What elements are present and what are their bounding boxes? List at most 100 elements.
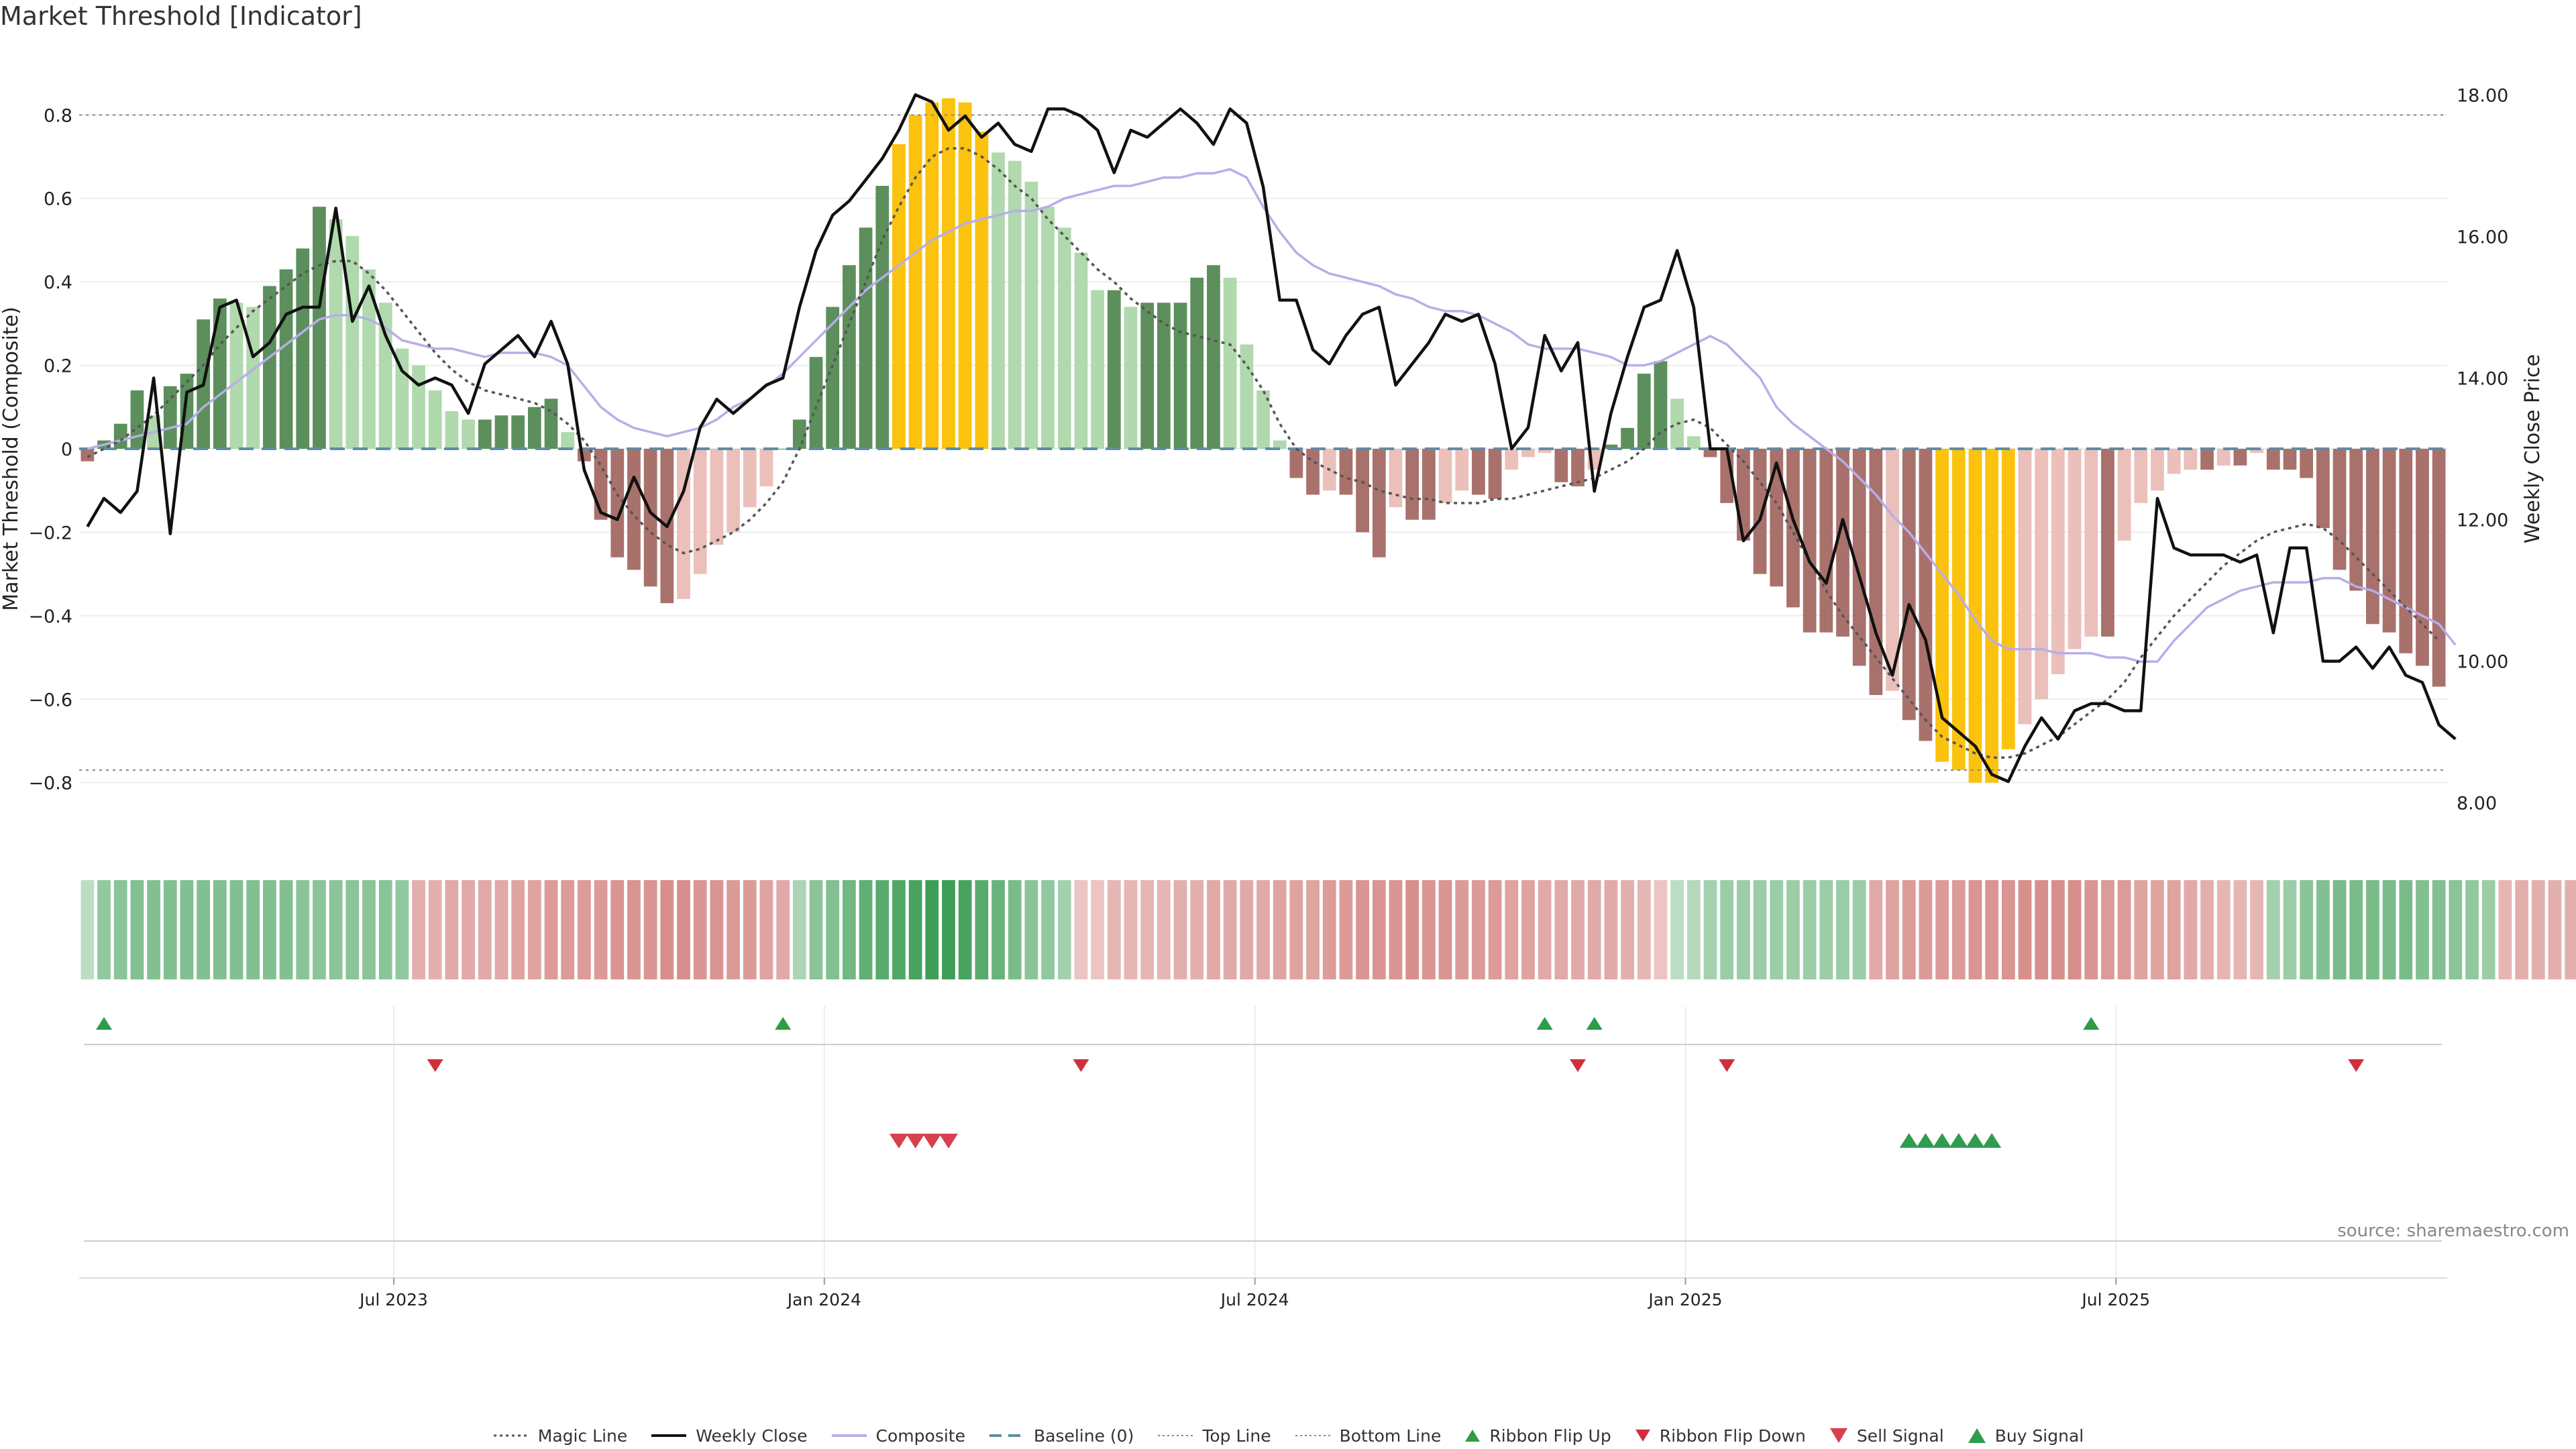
ribbon-cell	[1173, 880, 1187, 979]
composite-bar	[1107, 290, 1121, 449]
legend-item-weekly-close: Weekly Close	[650, 1426, 808, 1446]
ribbon-cell	[892, 880, 906, 979]
ribbon-cell	[1869, 880, 1883, 979]
ribbon-cell	[147, 880, 160, 979]
ribbon-cell	[478, 880, 492, 979]
left-tick-label: −0.8	[28, 773, 72, 794]
ribbon-cell	[975, 880, 989, 979]
ribbon-cell	[2051, 880, 2065, 979]
x-tick-label: Jul 2023	[358, 1290, 428, 1309]
ribbon-cell	[677, 880, 690, 979]
ribbon-cell	[958, 880, 972, 979]
sell-signal-marker	[906, 1134, 925, 1148]
ribbon-cell	[2101, 880, 2114, 979]
composite-bar	[2316, 449, 2330, 529]
ribbon-cell	[1902, 880, 1916, 979]
right-tick-label: 18.00	[2457, 85, 2508, 106]
ribbon-cell	[2233, 880, 2247, 979]
ribbon-cell	[2200, 880, 2214, 979]
ribbon-cell	[2481, 880, 2496, 979]
composite-bar	[1389, 449, 1403, 508]
ribbon-cell	[1985, 880, 1999, 979]
composite-bar	[1140, 303, 1155, 449]
composite-bar	[975, 131, 989, 449]
composite-bar	[1604, 444, 1618, 449]
ribbon-cell	[1107, 880, 1121, 979]
composite-bar	[1472, 449, 1485, 495]
ribbon-cell	[2167, 880, 2181, 979]
composite-bar	[875, 186, 890, 449]
ribbon-cell	[279, 880, 293, 979]
ribbon-cell	[1438, 880, 1452, 979]
ribbon-cell	[1770, 880, 1784, 979]
ribbon-cell	[97, 880, 111, 979]
sell-signal-marker	[889, 1134, 908, 1148]
ribbon-cell	[263, 880, 276, 979]
signal-panel	[84, 1133, 2442, 1242]
ribbon-cell	[1654, 880, 1668, 979]
left-tick-label: 0	[61, 439, 72, 460]
ribbon-cell	[1803, 880, 1817, 979]
ribbon-cell	[1405, 880, 1419, 979]
legend-label-composite: Composite	[875, 1426, 965, 1446]
composite-bar	[1621, 427, 1634, 449]
legend-swatch-bottom-line	[1295, 1435, 1330, 1436]
legend-label-buy-signal: Buy Signal	[1994, 1426, 2084, 1446]
ribbon-cell	[1505, 880, 1519, 979]
ribbon-cell	[1207, 880, 1220, 979]
ribbon-cell	[2084, 880, 2098, 979]
composite-bar	[892, 144, 906, 449]
ribbon-cell	[2548, 880, 2562, 979]
ribbon-cell	[1686, 880, 1701, 979]
legend: Magic Line Weekly Close Composite Baseli…	[0, 1422, 2576, 1449]
composite-bar	[2283, 449, 2297, 470]
composite-bar	[412, 365, 425, 449]
ribbon-cell	[1421, 880, 1436, 979]
ribbon-cell	[1621, 880, 1634, 979]
ribbon-cell	[1024, 880, 1038, 979]
ribbon-cell	[727, 880, 740, 979]
composite-bar	[362, 269, 376, 449]
composite-bar	[643, 449, 657, 587]
composite-bar	[1190, 277, 1204, 449]
composite-bar	[743, 449, 757, 508]
grid-layer	[79, 114, 2447, 1278]
ribbon-cell	[925, 880, 939, 979]
composite-bar	[2051, 449, 2065, 674]
composite-bar	[113, 423, 127, 449]
composite-bar	[809, 357, 823, 449]
ribbon-cell	[2134, 880, 2148, 979]
legend-label-sell-signal: Sell Signal	[1856, 1426, 1944, 1446]
composite-bar	[1505, 449, 1519, 470]
ribbon-cell	[1571, 880, 1585, 979]
composite-bar	[345, 235, 360, 449]
x-tick-label: Jul 2025	[2080, 1290, 2150, 1309]
source-credit: source: sharemaestro.com	[2337, 1221, 2569, 1241]
ribbon-cell	[1389, 880, 1403, 979]
composite-bar	[610, 449, 625, 557]
composite-bar	[2134, 449, 2148, 503]
ribbon-cell	[1604, 880, 1618, 979]
sell-triangle-icon	[1829, 1428, 1847, 1443]
ribbon-cell	[80, 880, 95, 979]
ribbon-cell	[180, 880, 194, 979]
composite-bar	[544, 398, 558, 449]
composite-bar	[826, 307, 840, 449]
composite-bar	[313, 207, 326, 449]
buy-triangle-icon	[1968, 1428, 1986, 1443]
ribbon-cell	[2498, 880, 2512, 979]
weekly-close-line	[86, 93, 2457, 784]
left-tick-label: −0.4	[28, 606, 72, 627]
composite-bar	[1786, 449, 1800, 608]
ribbon-cell	[1720, 880, 1734, 979]
composite-bar	[428, 390, 442, 449]
composite-bar	[1538, 449, 1552, 453]
composite-bar	[1289, 449, 1303, 478]
ribbon-cell	[1223, 880, 1237, 979]
ribbon-cell	[1819, 880, 1833, 979]
ribbon-cell	[1521, 880, 1535, 979]
composite-bar	[842, 265, 856, 449]
ribbon-cell	[627, 880, 641, 979]
right-tick-label: 10.00	[2457, 652, 2508, 673]
